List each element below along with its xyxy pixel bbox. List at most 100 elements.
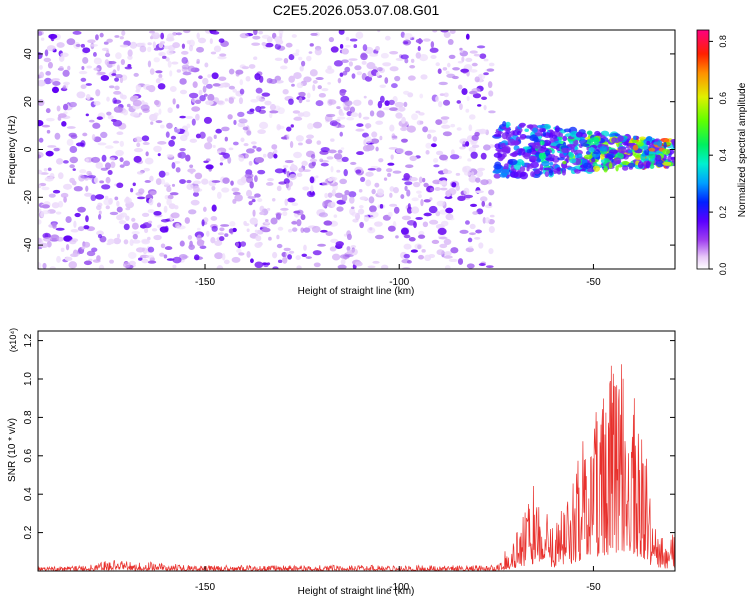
spectrogram-cell [532, 142, 542, 149]
spectrogram-cell [350, 112, 359, 118]
spectrogram-cell [272, 266, 279, 269]
spectrogram-cell [159, 252, 165, 257]
spectrogram-cell [656, 140, 663, 147]
spectrogram-cell [148, 198, 154, 206]
spectrogram-cell [112, 119, 123, 127]
spectrogram-cell [450, 123, 456, 128]
spectrogram-cell [556, 170, 562, 175]
spectrogram-cell [180, 50, 189, 55]
spectrogram-cell [162, 55, 167, 59]
spectrogram-cell [201, 219, 205, 227]
spectrogram-cell [415, 216, 423, 220]
spectrogram-cell [339, 89, 346, 97]
spectrogram-cell [269, 110, 279, 114]
spectrogram-cell [158, 108, 162, 115]
spectrogram-cell [151, 228, 158, 232]
spectrogram-cell [340, 259, 346, 266]
spectrogram-cell [56, 255, 61, 263]
spectrogram-cell [119, 36, 124, 40]
spectrogram-cell [447, 62, 451, 68]
spectrogram-cell [418, 230, 425, 236]
spectrogram-cell [556, 167, 562, 172]
spectrogram-cell [644, 148, 650, 156]
spectrogram-cell [41, 124, 51, 128]
spectrogram-cell [430, 41, 435, 49]
spectrogram-cell [333, 60, 343, 67]
spectrogram-cell [54, 132, 61, 140]
spectrogram-cell [47, 145, 57, 148]
spectrogram-cell [38, 169, 43, 175]
spectrogram-cell [259, 211, 265, 216]
spectrogram-cell [72, 30, 82, 35]
spectrogram-cell [530, 171, 536, 178]
spectrogram-cell [271, 144, 278, 150]
spectrogram-cell [167, 194, 174, 200]
spectrogram-cell [206, 230, 210, 237]
spectrogram-cell [366, 62, 376, 70]
spectrogram-cell [483, 144, 491, 151]
spectrogram-cell [451, 181, 457, 188]
spectrogram-panel: -150 -100 -50 -40 -20 0 20 40 Height of straigh… [7, 29, 676, 297]
spectrogram-cell [283, 247, 291, 252]
spectrogram-cell [287, 197, 296, 203]
spectrogram-cell [128, 260, 136, 266]
spectrogram-cell [132, 182, 136, 187]
spectrogram-cell [568, 151, 574, 159]
spectrogram-cell [345, 36, 350, 41]
colorbar-tick-label: 0.2 [718, 206, 728, 219]
spectrogram-cell [325, 231, 333, 236]
spectrogram-cell [483, 58, 489, 62]
spectrogram-cell [38, 237, 42, 244]
spectrogram-cell [463, 171, 472, 176]
spectrogram-cell [429, 219, 439, 225]
spectrogram-cell [461, 56, 465, 63]
spectrogram-cell [164, 246, 173, 251]
spectrogram-cell [296, 265, 302, 269]
spectrogram-cell [256, 147, 262, 152]
spectrogram-cell [570, 147, 575, 153]
spectrogram-cell [201, 178, 209, 185]
spectrogram-cell [401, 116, 406, 124]
spectrogram-cell [224, 136, 228, 142]
spectrogram-cell [62, 160, 69, 164]
spectrogram-cell [108, 85, 115, 89]
spectrogram-cell [463, 187, 470, 195]
spectrogram-cell [481, 200, 486, 207]
spectrogram-cell [77, 206, 86, 213]
spectrogram-cell [88, 258, 93, 262]
spectrogram-cell [302, 186, 310, 191]
spectrogram-cell [465, 108, 470, 113]
spectrogram-cell [132, 233, 138, 240]
spectrogram-cell [239, 32, 249, 39]
spectrogram-ticks: -150 -100 -50 -40 -20 0 20 40 [23, 48, 675, 288]
spectrogram-cell [123, 160, 131, 167]
spectrogram-cell [274, 168, 285, 174]
spectrogram-cell [218, 76, 227, 81]
spectrogram-cell [348, 58, 358, 61]
spectrogram-cell [188, 92, 199, 99]
snr-panel: -150 -100 -50 0.2 0.4 0.6 0.8 1.0 1.2 (x10⁴) Hei… [7, 328, 676, 597]
spectrogram-cell [646, 140, 651, 146]
spectrogram-cell [147, 246, 155, 253]
spectrogram-cell [114, 196, 119, 201]
spectrogram-cell [423, 182, 429, 188]
spectrogram-cell [256, 95, 262, 100]
spectrogram-cell [169, 86, 177, 92]
spectrogram-cell [273, 153, 278, 159]
spectrogram-cell [523, 151, 531, 160]
spectrogram-cell [229, 221, 236, 227]
spectrogram-cell [92, 122, 101, 129]
spectrogram-cell [93, 67, 100, 71]
spectrogram-cell [240, 241, 247, 247]
spectrogram-cell [143, 167, 151, 172]
spectrogram-cell [202, 85, 207, 93]
spectrogram-cell [39, 242, 49, 248]
spectrogram-cell [228, 85, 236, 90]
spectrogram-cell [189, 164, 194, 169]
spectrogram-cell [370, 165, 379, 169]
spectrogram-cell [160, 41, 166, 44]
spectrogram-cell [283, 57, 289, 64]
spectrogram-cell [224, 233, 229, 237]
spectrogram-cell [488, 225, 495, 234]
spectrogram-cell [419, 93, 424, 99]
